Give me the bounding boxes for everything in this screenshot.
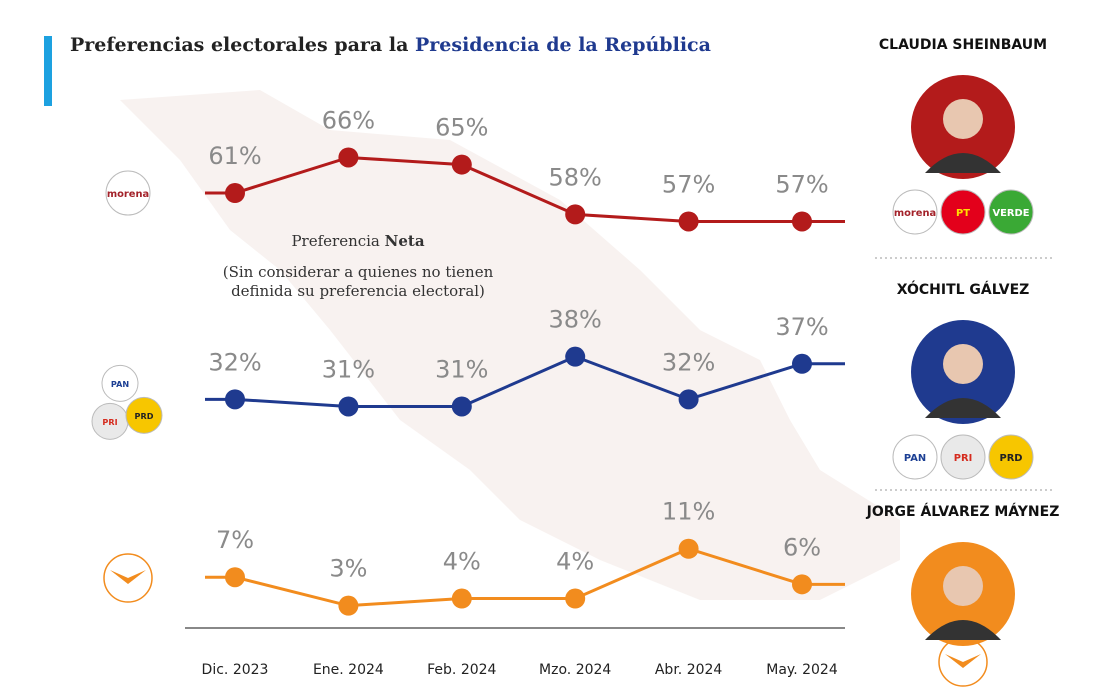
series-line: [234, 155, 802, 223]
party-logo-text: PRD: [999, 453, 1022, 464]
party-logo-text: PRI: [954, 453, 973, 464]
point: [225, 389, 245, 410]
party-logo-text: PRI: [102, 417, 117, 427]
value-label: 32%: [208, 348, 261, 376]
value-label: 61%: [208, 142, 261, 170]
photo-body: [925, 153, 1001, 173]
value-label: 6%: [783, 533, 821, 561]
party-logo-text: VERDE: [993, 208, 1030, 219]
photo-head: [943, 344, 983, 384]
point: [338, 396, 359, 417]
point: [792, 211, 812, 232]
value-label: 65%: [435, 114, 488, 142]
title-highlight: Presidencia de la República: [415, 34, 711, 56]
party-logo-text: morena: [894, 208, 936, 219]
point: [338, 147, 359, 168]
series-line: [234, 547, 803, 608]
party-logo-text: PT: [956, 208, 970, 219]
party-logo: [125, 396, 163, 434]
photo-head: [943, 566, 983, 606]
x-tick-label: Abr. 2024: [655, 662, 723, 678]
candidate-name: CLAUDIA SHEINBAUM: [879, 37, 1047, 53]
x-tick-label: Dic. 2023: [202, 662, 269, 678]
value-label: 4%: [556, 548, 594, 576]
title-main: Preferencias electorales para la: [70, 34, 415, 56]
point: [225, 567, 245, 588]
point: [565, 204, 586, 225]
party-logo: [892, 434, 938, 480]
x-tick-label: Feb. 2024: [427, 662, 496, 678]
value-label: 3%: [329, 555, 367, 583]
point: [451, 588, 472, 609]
annotation-title-main: Preferencia: [291, 232, 384, 250]
point: [565, 346, 586, 367]
x-tick-label: Ene. 2024: [313, 662, 384, 678]
value-label: 38%: [549, 306, 602, 334]
point: [565, 588, 586, 609]
map-shape: [120, 90, 900, 600]
value-label: 32%: [662, 348, 715, 376]
value-label: 58%: [549, 163, 602, 191]
point: [678, 389, 699, 410]
photo-body: [925, 398, 1001, 418]
annotation-title: Preferencia Neta: [291, 232, 424, 250]
title-accent: [44, 36, 52, 106]
mc-logo-eagle: [945, 654, 981, 668]
annotation-title-bold: Neta: [385, 232, 425, 250]
point: [792, 353, 812, 374]
party-logo: [988, 434, 1034, 480]
candidate-name: XÓCHITL GÁLVEZ: [897, 280, 1030, 298]
mc-logo: [103, 553, 153, 603]
photo-body: [925, 620, 1001, 640]
photo-head: [943, 99, 983, 139]
x-tick-label: Mzo. 2024: [539, 662, 611, 678]
party-logo: [101, 364, 139, 402]
point: [451, 154, 472, 175]
party-logo-text: morena: [107, 189, 149, 200]
point: [678, 211, 699, 232]
point: [225, 183, 245, 204]
mc-logo-eagle: [110, 570, 146, 584]
annotation-note: (Sin considerar a quienes no tienen: [223, 263, 494, 281]
value-label: 66%: [322, 106, 375, 134]
party-logo-text: PAN: [904, 453, 926, 464]
value-label: 57%: [775, 170, 828, 198]
annotation-note: definida su preferencia electoral): [231, 282, 485, 300]
party-logo: [940, 189, 986, 235]
party-logo: [988, 189, 1034, 235]
value-label: 4%: [443, 548, 481, 576]
party-logo-text: PAN: [111, 379, 129, 389]
value-label: 11%: [662, 498, 715, 526]
party-logo-text: PRD: [135, 411, 154, 421]
value-label: 57%: [662, 170, 715, 198]
point: [338, 595, 359, 616]
party-logo: [940, 434, 986, 480]
chart-title: Preferencias electorales para la Preside…: [70, 34, 711, 56]
party-logo: [105, 170, 151, 216]
value-label: 7%: [216, 526, 254, 554]
candidate-name: JORGE ÁLVAREZ MÁYNEZ: [866, 503, 1060, 520]
series-line: [234, 355, 803, 408]
value-label: 31%: [322, 355, 375, 383]
point: [451, 396, 472, 417]
point: [792, 574, 812, 595]
value-label: 37%: [775, 313, 828, 341]
value-label: 31%: [435, 355, 488, 383]
point: [678, 538, 699, 559]
x-tick-label: May. 2024: [766, 662, 838, 678]
party-logo: [892, 189, 938, 235]
